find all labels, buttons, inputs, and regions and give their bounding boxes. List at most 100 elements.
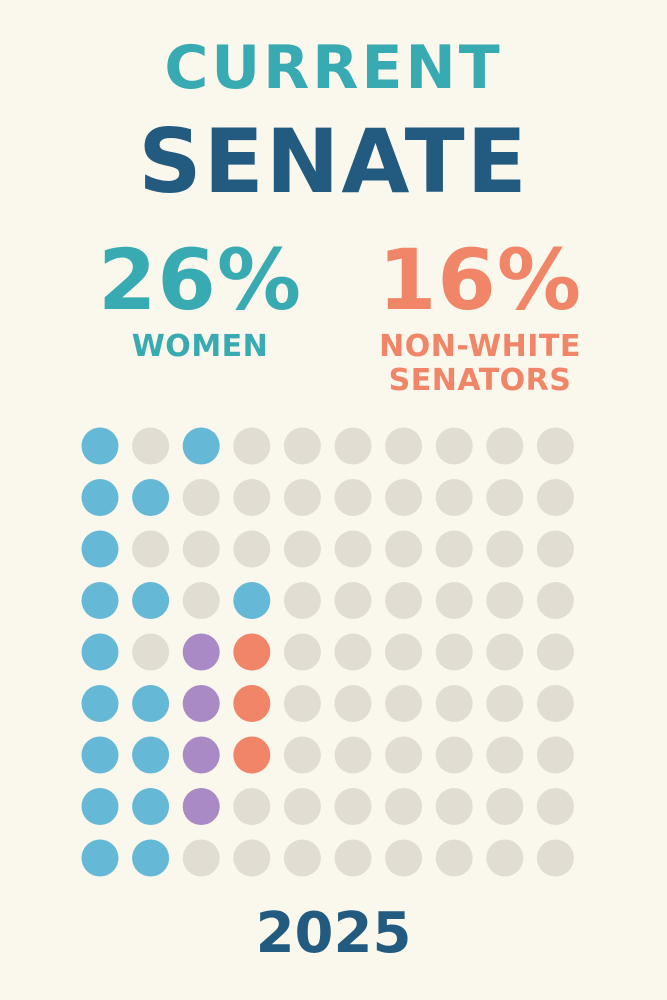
senate-dot-gray <box>536 685 574 722</box>
senate-dot-gray <box>182 479 220 516</box>
senate-dot-gray <box>486 479 524 516</box>
senate-dot-gray <box>334 633 372 671</box>
senate-dot-purple <box>182 633 220 671</box>
senate-dot-blue <box>132 685 170 722</box>
women-label: WOMEN <box>131 329 269 364</box>
senate-dot-gray <box>385 736 423 774</box>
senate-dot-blue <box>81 582 119 619</box>
senate-dot-gray <box>334 479 372 516</box>
senate-dot-gray <box>536 736 574 774</box>
senate-dot-blue <box>182 427 220 465</box>
senate-dot-gray <box>132 530 170 568</box>
senate-dot-blue <box>81 530 119 568</box>
senate-dot-gray <box>435 530 473 568</box>
senate-dot-gray <box>486 685 524 722</box>
title-senate: SENATE <box>138 110 529 213</box>
senate-dot-gray <box>435 788 473 825</box>
senate-dot-gray <box>334 839 372 877</box>
senate-dot-blue <box>81 736 119 774</box>
senate-dot-gray <box>283 582 321 619</box>
senate-dot-gray <box>283 530 321 568</box>
senate-dot-gray <box>132 427 170 465</box>
senate-dot-gray <box>132 633 170 671</box>
senate-dot-gray <box>233 479 271 516</box>
senate-dot-gray <box>283 633 321 671</box>
senate-dot-blue <box>132 479 170 516</box>
senate-dot-gray <box>536 839 574 877</box>
senate-dot-blue <box>132 839 170 877</box>
senate-dot-gray <box>334 788 372 825</box>
senate-dot-gray <box>283 427 321 465</box>
senate-dot-gray <box>334 582 372 619</box>
senate-dot-gray <box>486 839 524 877</box>
senate-dot-gray <box>385 427 423 465</box>
senate-dot-gray <box>486 582 524 619</box>
senate-dot-gray <box>486 788 524 825</box>
senate-dot-gray <box>233 788 271 825</box>
senate-dot-gray <box>385 685 423 722</box>
senate-dot-gray <box>182 582 220 619</box>
senate-dot-gray <box>486 736 524 774</box>
women-percentage: 26% <box>97 231 303 329</box>
senate-dot-gray <box>233 427 271 465</box>
senate-dot-gray <box>283 788 321 825</box>
women-stat: 26% WOMEN <box>80 238 320 364</box>
senate-dot-purple <box>182 685 220 722</box>
title-current: CURRENT <box>164 33 503 103</box>
senate-dot-orange <box>233 685 271 722</box>
senate-dot-blue <box>233 582 271 619</box>
senate-dot-gray <box>536 479 574 516</box>
senate-dot-gray <box>435 633 473 671</box>
senate-dot-gray <box>385 839 423 877</box>
senate-dot-gray <box>334 530 372 568</box>
senate-dot-orange <box>233 633 271 671</box>
senate-dot-gray <box>182 839 220 877</box>
non-white-percentage: 16% <box>377 231 583 329</box>
senate-dot-gray <box>536 633 574 671</box>
senate-dot-purple <box>182 736 220 774</box>
senate-dot-gray <box>334 685 372 722</box>
senate-dot-blue <box>132 788 170 825</box>
senate-dot-gray <box>536 530 574 568</box>
senate-dot-blue <box>132 736 170 774</box>
senate-dot-gray <box>283 479 321 516</box>
senate-dot-gray <box>536 788 574 825</box>
senate-dot-gray <box>385 530 423 568</box>
senate-dot-gray <box>385 633 423 671</box>
year-label: 2025 <box>255 901 412 966</box>
senate-dot-purple <box>182 788 220 825</box>
senate-dot-blue <box>81 479 119 516</box>
senate-dot-gray <box>233 530 271 568</box>
senate-dot-gray <box>435 427 473 465</box>
senate-dot-gray <box>486 530 524 568</box>
senate-dot-gray <box>283 685 321 722</box>
senate-dot-gray <box>536 582 574 619</box>
senate-dot-gray <box>486 633 524 671</box>
senate-dot-gray <box>233 839 271 877</box>
senate-dot-gray <box>435 685 473 722</box>
senate-dot-gray <box>385 788 423 825</box>
non-white-stat: 16% NON-WHITE SENATORS <box>350 238 610 398</box>
senate-dot-gray <box>385 479 423 516</box>
senate-dot-gray <box>283 736 321 774</box>
senate-dot-gray <box>435 479 473 516</box>
senate-dot-orange <box>233 736 271 774</box>
senate-dot-blue <box>81 427 119 465</box>
senate-dot-gray <box>334 736 372 774</box>
senate-dot-gray <box>435 736 473 774</box>
senate-dot-gray <box>486 427 524 465</box>
senate-dot-blue <box>81 685 119 722</box>
senate-dot-gray <box>385 582 423 619</box>
senate-dot-gray <box>435 582 473 619</box>
senate-dot-gray <box>182 530 220 568</box>
senate-dot-gray <box>536 427 574 465</box>
senate-dot-gray <box>283 839 321 877</box>
senate-dot-blue <box>132 582 170 619</box>
senate-dot-blue <box>81 633 119 671</box>
senate-dot-gray <box>334 427 372 465</box>
senate-dot-gray <box>435 839 473 877</box>
senate-dot-blue <box>81 788 119 825</box>
non-white-label: NON-WHITE SENATORS <box>379 329 581 398</box>
senate-dot-blue <box>81 839 119 877</box>
